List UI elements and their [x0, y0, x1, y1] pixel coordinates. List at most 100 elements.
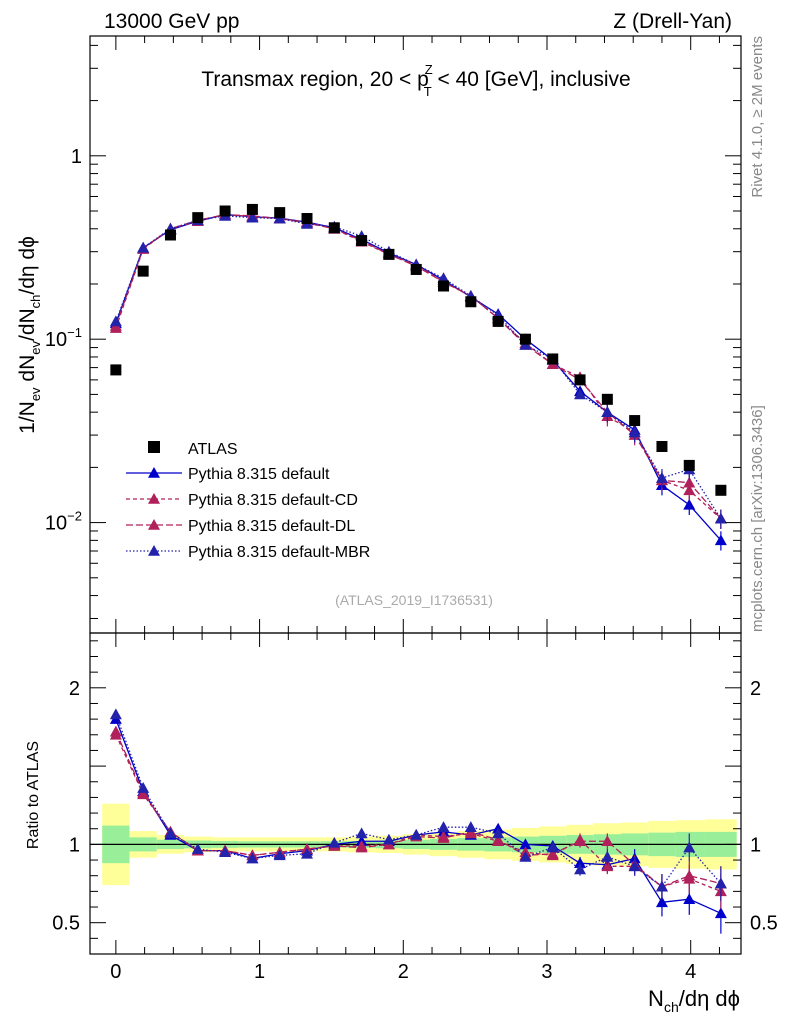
legend-marker-2: [148, 519, 160, 530]
ylabel-c: /dN: [16, 308, 39, 341]
atlas-data-point: [137, 265, 149, 277]
x-tick-label: 3: [541, 961, 552, 983]
ratio-marker: [464, 821, 477, 832]
xlabel: Nch/dη dϕ: [648, 986, 740, 1015]
ratio-marker: [574, 863, 587, 875]
legend-marker-1: [148, 493, 160, 504]
ratio-marker: [546, 841, 559, 853]
y-tick-base: 1: [71, 146, 82, 168]
mcplots-label: mcplots.cern.ch [arXiv:1306.3436]: [749, 405, 766, 632]
ylabel-d: /dη dϕ: [16, 236, 39, 294]
ratio-marker: [109, 708, 122, 720]
ratio-marker: [301, 847, 313, 859]
ratio-frame: [89, 632, 742, 955]
ratio-y-tick-label-right: 0.5: [750, 913, 778, 935]
analysis-id: (ATLAS_2019_I1736531): [335, 592, 493, 608]
main-y-tick-label: 1: [71, 146, 82, 168]
atlas-data-point: [410, 263, 422, 275]
main-y-tick-label: 10−2: [45, 509, 82, 535]
ratio-ylabel: Ratio to ATLAS: [25, 741, 42, 849]
x-tick-label: 4: [685, 961, 696, 983]
ratio-marker: [714, 907, 727, 919]
title-sub: T: [424, 84, 432, 99]
series-marker: [683, 498, 696, 510]
ratio-marker: [273, 849, 286, 861]
series-marker: [683, 476, 696, 488]
main-series-group: [109, 203, 727, 551]
atlas-data-point: [683, 459, 695, 471]
atlas-data-point: [164, 229, 176, 241]
ratio-marker: [628, 860, 641, 872]
series-marker: [601, 406, 614, 417]
legend-marker-atlas: [148, 441, 160, 453]
ratio-line-0: [115, 718, 722, 914]
ratio-y-tick-label-right: 1: [750, 834, 761, 856]
title-pt: p: [417, 68, 429, 91]
ratio-marker: [355, 841, 368, 853]
series-marker: [628, 426, 641, 438]
ratio-marker: [601, 850, 614, 862]
ylabel-s3: ch: [28, 295, 43, 309]
ratio-marker: [410, 828, 423, 840]
legend-marker-3: [148, 545, 160, 556]
ratio-y-tick-label: 1: [69, 834, 80, 856]
atlas-data-point: [519, 333, 531, 345]
atlas-data-point: [301, 213, 313, 225]
ratio-marker: [519, 850, 532, 862]
series-marker: [714, 512, 727, 524]
atlas-data-point: [715, 484, 727, 496]
atlas-data-point: [383, 248, 395, 260]
ratio-marker: [137, 782, 150, 793]
title-part-b: < 40 [GeV], inclusive: [432, 68, 631, 91]
axis-ticks: 0 1 2 3 410−210−110.5 0.51 12 2: [45, 36, 778, 983]
ratio-marker: [546, 847, 559, 859]
atlas-data-point: [465, 296, 477, 308]
atlas-data-point: [219, 205, 231, 217]
ratio-marker: [382, 833, 395, 845]
ratio-marker: [683, 841, 696, 853]
plot-title: Transmax region, 20 < pZ T < 40 [GeV], in…: [201, 62, 630, 99]
series-marker: [246, 211, 259, 223]
y-tick-base: 10: [45, 329, 67, 351]
y-tick-exp: −2: [67, 509, 82, 524]
main-y-tick-label: 10−1: [45, 325, 82, 351]
ratio-marker: [219, 846, 232, 858]
series-marker: [109, 315, 122, 327]
title-part-a: Transmax region, 20 <: [201, 68, 417, 91]
xlabel-sub: ch: [664, 999, 679, 1015]
legend-label-1: Pythia 8.315 default-CD: [188, 492, 358, 509]
ratio-marker: [492, 833, 505, 845]
atlas-data-point: [656, 440, 668, 452]
legend: ATLAS Pythia 8.315 default Pythia 8.315 de…: [126, 441, 370, 561]
ratio-line-2: [115, 731, 722, 888]
x-tick-label: 2: [398, 961, 409, 983]
ratio-marker: [714, 877, 727, 889]
atlas-data-point: [492, 315, 504, 327]
ratio-marker: [574, 835, 587, 847]
series-marker: [574, 388, 587, 400]
ratio-y-tick-label: 0.5: [52, 913, 80, 935]
ratio-marker: [683, 869, 696, 881]
header-right: Z (Drell-Yan): [613, 10, 732, 33]
ratio-marker: [492, 827, 505, 839]
legend-label-0: Pythia 8.315 default: [188, 466, 330, 483]
legend-label-3: Pythia 8.315 default-MBR: [188, 544, 370, 561]
ratio-series-group: [109, 708, 727, 934]
ratio-y-tick-label-right: 2: [750, 678, 761, 700]
xlabel-b: /dη dϕ: [679, 986, 740, 1011]
series-marker: [655, 472, 668, 483]
legend-label-atlas: ATLAS: [188, 441, 238, 458]
ylabel-s2: ev: [28, 341, 43, 355]
x-tick-label: 0: [110, 961, 121, 983]
ylabel-b: dN: [16, 355, 39, 388]
ratio-marker: [574, 857, 587, 868]
main-ylabel: 1/Nev dNev/dNch/dη dϕ: [16, 236, 43, 434]
atlas-data-point: [629, 415, 641, 427]
atlas-data-point: [547, 353, 559, 365]
atlas-data-point: [356, 235, 368, 247]
ratio-marker: [191, 843, 204, 854]
ratio-marker: [601, 835, 614, 847]
legend-marker-0: [148, 467, 160, 478]
